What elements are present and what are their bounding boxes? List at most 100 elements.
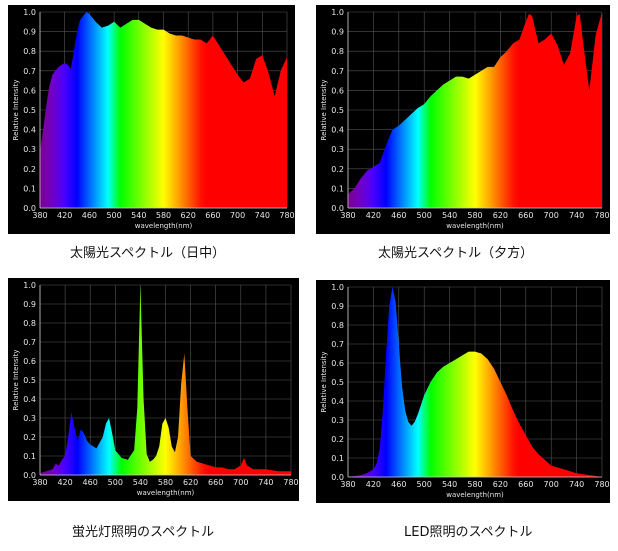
y-axis-label: Relative Intensity [320, 80, 328, 141]
x-tick-label: 740 [569, 211, 584, 220]
chart-panel-fluorescent: 380 420 460 500 540 580 620 660 700 740 780 0.0 0.1 0… [8, 278, 299, 501]
y-tick-label: 0.1 [331, 454, 344, 463]
x-tick-label: 380 [32, 478, 47, 487]
y-tick-label: 0.8 [331, 321, 344, 330]
y-tick-label: 0.9 [23, 300, 36, 309]
y-tick-label: 0.5 [23, 106, 36, 115]
x-tick-label: 580 [158, 478, 173, 487]
x-tick-label: 420 [366, 211, 381, 220]
y-tick-label: 0.2 [23, 433, 36, 442]
x-tick-label: 540 [442, 211, 457, 220]
x-tick-label: 620 [493, 480, 508, 489]
x-tick-label: 460 [82, 211, 97, 220]
y-tick-label: 1.0 [331, 283, 344, 292]
y-tick-label: 0.4 [331, 126, 344, 135]
chart-panel-led: 380 420 460 500 540 580 620 660 700 740 780 0.0 0.1 0… [316, 280, 610, 503]
x-tick-label: 460 [83, 478, 98, 487]
y-tick-label: 0.8 [23, 319, 36, 328]
x-tick-label: 780 [279, 211, 294, 220]
x-tick-label: 500 [417, 211, 432, 220]
x-tick-label: 700 [544, 480, 559, 489]
x-tick-label: 660 [208, 478, 223, 487]
x-tick-label: 700 [544, 211, 559, 220]
chart-fluorescent: 380 420 460 500 540 580 620 660 700 740 780 0.0 0.1 0… [8, 278, 299, 501]
y-tick-label: 0.0 [23, 471, 36, 480]
y-tick-label: 0.9 [331, 302, 344, 311]
y-axis-label: Relative Intensity [12, 350, 20, 411]
y-tick-label: 0.6 [331, 359, 344, 368]
x-tick-label: 380 [32, 211, 47, 220]
y-tick-label: 0.6 [23, 357, 36, 366]
x-tick-label: 540 [133, 478, 148, 487]
y-tick-label: 1.0 [23, 8, 36, 17]
x-tick-label: 660 [518, 480, 533, 489]
y-axis-label: Relative Intensity [12, 80, 20, 141]
y-tick-label: 0.2 [331, 435, 344, 444]
x-tick-label: 500 [417, 480, 432, 489]
y-tick-label: 0.3 [23, 145, 36, 154]
y-tick-label: 0.6 [23, 86, 36, 95]
y-tick-label: 0.4 [23, 395, 36, 404]
chart-panel-daylight: 380 420 460 500 540 580 620 660 700 740 780 0.0 0.1 0… [8, 5, 295, 234]
x-tick-label: 460 [391, 480, 406, 489]
y-tick-label: 0.1 [23, 452, 36, 461]
x-axis-label: wavelength(nm) [446, 222, 504, 230]
x-tick-label: 380 [340, 211, 355, 220]
y-tick-label: 0.7 [23, 338, 36, 347]
x-tick-label: 420 [57, 211, 72, 220]
x-tick-label: 660 [518, 211, 533, 220]
x-tick-label: 580 [467, 211, 482, 220]
y-tick-label: 0.8 [331, 47, 344, 56]
x-tick-label: 780 [594, 480, 609, 489]
x-tick-label: 660 [205, 211, 220, 220]
x-tick-label: 700 [230, 211, 245, 220]
y-tick-label: 0.5 [331, 106, 344, 115]
spectrum-area [348, 12, 602, 208]
y-tick-label: 0.2 [23, 165, 36, 174]
y-tick-label: 0.2 [331, 165, 344, 174]
y-tick-label: 0.7 [331, 340, 344, 349]
y-tick-label: 0.8 [23, 47, 36, 56]
caption-led: LED照明のスペクトル [404, 525, 533, 540]
chart-led: 380 420 460 500 540 580 620 660 700 740 780 0.0 0.1 0… [316, 280, 610, 503]
y-tick-label: 0.0 [331, 473, 344, 482]
x-tick-label: 620 [183, 478, 198, 487]
x-tick-label: 780 [594, 211, 609, 220]
y-tick-label: 0.9 [331, 28, 344, 37]
x-tick-label: 580 [467, 480, 482, 489]
x-tick-label: 620 [493, 211, 508, 220]
y-tick-label: 0.3 [331, 416, 344, 425]
y-tick-label: 1.0 [331, 8, 344, 17]
x-tick-label: 740 [258, 478, 273, 487]
x-tick-label: 540 [131, 211, 146, 220]
x-tick-label: 500 [108, 478, 123, 487]
y-tick-label: 0.1 [331, 184, 344, 193]
chart-panel-evening: 380 420 460 500 540 580 620 660 700 740 780 0.0 0.1 0… [316, 5, 610, 234]
y-tick-label: 0.3 [331, 145, 344, 154]
x-tick-label: 780 [283, 478, 298, 487]
x-tick-label: 420 [366, 480, 381, 489]
x-tick-label: 700 [233, 478, 248, 487]
x-tick-label: 500 [106, 211, 121, 220]
y-tick-label: 0.1 [23, 184, 36, 193]
y-tick-label: 0.4 [331, 397, 344, 406]
y-tick-label: 0.4 [23, 126, 36, 135]
chart-daylight: 380 420 460 500 540 580 620 660 700 740 780 0.0 0.1 0… [8, 5, 295, 234]
y-tick-label: 0.0 [23, 204, 36, 213]
caption-daylight: 太陽光スペクトル（日中） [70, 246, 226, 261]
y-tick-label: 0.3 [23, 414, 36, 423]
y-tick-label: 0.7 [23, 67, 36, 76]
y-tick-label: 0.7 [331, 67, 344, 76]
x-tick-label: 460 [391, 211, 406, 220]
y-tick-label: 0.5 [331, 378, 344, 387]
x-axis-label: wavelength(nm) [446, 491, 504, 499]
y-axis-label: Relative Intensity [320, 352, 328, 413]
spectrum-area [348, 287, 602, 477]
spectrum-area [40, 285, 291, 475]
x-axis-label: wavelength(nm) [137, 489, 195, 497]
x-tick-label: 420 [57, 478, 72, 487]
y-tick-label: 0.5 [23, 376, 36, 385]
chart-evening: 380 420 460 500 540 580 620 660 700 740 780 0.0 0.1 0… [316, 5, 610, 234]
y-tick-label: 0.0 [331, 204, 344, 213]
y-tick-label: 1.0 [23, 281, 36, 290]
